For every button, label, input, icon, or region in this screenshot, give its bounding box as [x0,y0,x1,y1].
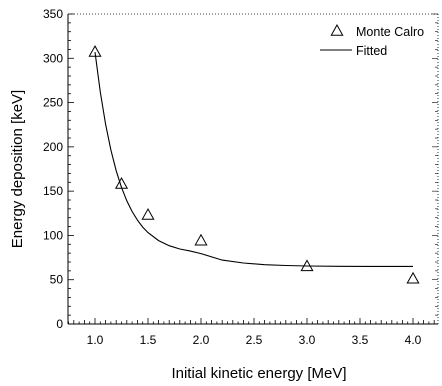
x-tick-label: 3.0 [299,333,316,347]
monte-carlo-point [406,271,420,284]
x-axis: 1.0 1.5 2.0 2.5 3.0 3.5 4.0 [68,318,435,347]
y-tick-label: 350 [43,7,63,21]
series-fitted-curve [94,52,413,267]
legend-fitted-label: Fitted [356,44,387,58]
y-tick-label: 300 [43,51,63,65]
legend-monte-carlo-marker-icon [330,23,344,36]
series-monte-carlo-points [88,45,420,284]
x-tick-label: 4.0 [405,333,422,347]
plot-frame [67,13,439,325]
monte-carlo-point [300,259,314,272]
monte-carlo-point [141,208,155,220]
y-tick-label: 250 [43,96,63,110]
x-tick-label: 1.5 [140,333,157,347]
x-axis-label: Initial kinetic energy [MeV] [171,365,346,382]
monte-carlo-point [114,177,129,189]
y-tick-label: 50 [50,273,64,287]
y-tick-label: 100 [43,228,63,242]
y-axis: 0 50 100 150 200 250 300 350 [43,7,438,331]
x-tick-label: 3.5 [352,333,369,347]
y-axis-label: Energy deposition [keV] [9,90,26,248]
legend: Monte Calro Fitted [320,23,424,58]
y-tick-label: 150 [43,184,63,198]
x-tick-label: 2.5 [246,333,263,347]
monte-carlo-point [194,233,208,246]
fitted-curve-line [94,52,413,267]
y-tick-label: 200 [43,140,63,154]
legend-monte-carlo-label: Monte Calro [356,25,424,39]
x-tick-label: 1.0 [87,333,104,347]
y-tick-label: 0 [56,317,63,331]
x-tick-label: 2.0 [193,333,210,347]
monte-carlo-point [88,45,102,57]
